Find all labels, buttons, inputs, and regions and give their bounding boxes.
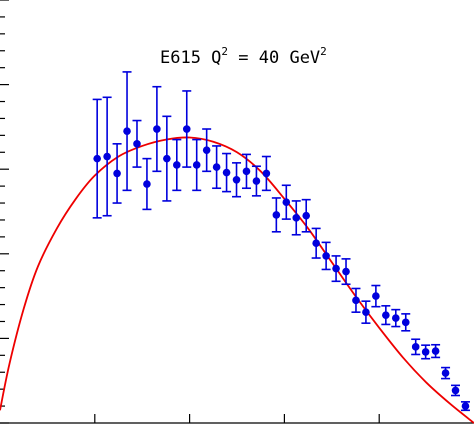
point-marker xyxy=(431,347,440,355)
x-axis-ticks xyxy=(94,414,380,423)
point-marker xyxy=(133,140,141,148)
point-marker xyxy=(302,211,311,220)
point-marker xyxy=(163,154,171,163)
point-marker xyxy=(93,154,101,163)
point-marker xyxy=(153,125,161,133)
point-marker xyxy=(182,125,191,133)
data-point xyxy=(152,85,162,173)
data-points xyxy=(92,71,470,412)
data-point xyxy=(431,343,441,359)
data-point xyxy=(460,401,470,412)
point-marker xyxy=(362,308,370,316)
point-marker xyxy=(322,252,330,260)
annotation-label: E615 Q2 = 40 GeV2 xyxy=(160,45,327,68)
point-marker xyxy=(292,214,301,222)
model-curve xyxy=(0,136,474,424)
data-point xyxy=(411,338,421,356)
data-point xyxy=(261,155,271,192)
annotation-prefix: E615 Q xyxy=(160,48,221,68)
annotation-gev-exponent: 2 xyxy=(320,45,327,58)
data-point xyxy=(162,115,172,202)
point-marker xyxy=(332,264,340,273)
data-point xyxy=(371,284,381,308)
data-point xyxy=(291,200,301,236)
point-marker xyxy=(242,167,251,176)
data-point xyxy=(421,344,431,360)
data-point xyxy=(182,90,192,168)
point-marker xyxy=(252,177,261,185)
data-point xyxy=(122,71,132,192)
data-point xyxy=(192,138,202,192)
data-point xyxy=(202,128,212,173)
point-marker xyxy=(173,161,181,169)
data-point xyxy=(441,366,451,380)
data-point xyxy=(361,300,371,324)
data-point xyxy=(401,313,411,332)
y-axis-ticks xyxy=(0,0,9,424)
point-marker xyxy=(113,169,121,178)
annotation-q-exponent: 2 xyxy=(221,45,228,58)
point-marker xyxy=(222,168,231,177)
data-point xyxy=(222,152,232,193)
data-point xyxy=(391,308,401,328)
point-marker xyxy=(451,386,460,395)
data-point xyxy=(132,119,142,168)
point-marker xyxy=(421,348,430,356)
point-marker xyxy=(461,402,470,410)
point-marker xyxy=(262,169,271,178)
data-point xyxy=(232,162,242,198)
point-marker xyxy=(123,127,131,135)
data-point xyxy=(142,157,152,211)
data-point xyxy=(172,138,182,192)
data-point xyxy=(102,96,112,217)
point-marker xyxy=(103,152,111,161)
data-point xyxy=(271,197,281,233)
data-point xyxy=(301,198,311,233)
point-marker xyxy=(143,180,151,188)
data-point xyxy=(351,287,361,313)
data-point xyxy=(212,145,222,190)
point-marker xyxy=(312,239,320,248)
data-point xyxy=(381,305,391,326)
data-point xyxy=(281,184,291,220)
point-marker xyxy=(352,296,360,305)
data-point xyxy=(341,258,351,286)
point-marker xyxy=(372,292,380,300)
data-point xyxy=(321,241,331,271)
point-marker xyxy=(342,267,350,276)
point-marker xyxy=(232,175,241,184)
data-point xyxy=(251,165,261,197)
data-point xyxy=(92,98,102,219)
point-marker xyxy=(401,318,410,327)
point-marker xyxy=(411,343,420,351)
data-point xyxy=(112,143,122,204)
point-marker xyxy=(441,369,450,377)
point-marker xyxy=(212,163,221,171)
annotation-middle: = 40 GeV xyxy=(228,48,320,68)
data-point xyxy=(331,255,341,283)
data-point xyxy=(451,384,461,397)
point-marker xyxy=(192,161,201,169)
point-marker xyxy=(382,311,390,319)
point-marker xyxy=(391,314,400,322)
data-point xyxy=(241,153,251,190)
data-point xyxy=(311,227,321,259)
point-marker xyxy=(282,198,291,206)
point-marker xyxy=(272,211,281,219)
point-marker xyxy=(202,146,211,154)
